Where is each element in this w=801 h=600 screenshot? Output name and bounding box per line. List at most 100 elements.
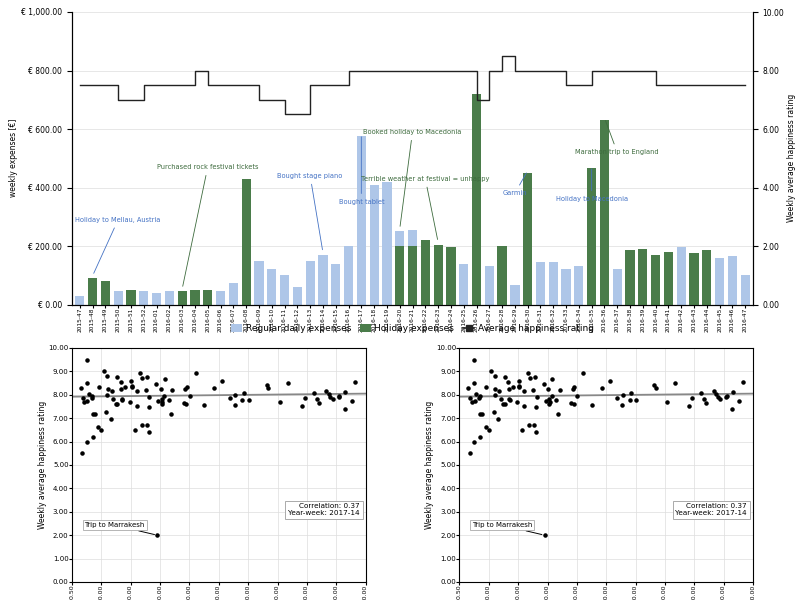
Point xyxy=(542,399,555,409)
Point xyxy=(87,432,99,442)
Point xyxy=(78,397,91,407)
Bar xyxy=(178,293,187,305)
Point xyxy=(552,410,565,419)
Text: Holiday to Macedonia: Holiday to Macedonia xyxy=(556,169,628,202)
Point xyxy=(76,448,89,458)
Point xyxy=(139,385,152,395)
Point xyxy=(462,383,475,393)
Point xyxy=(469,389,482,399)
Bar xyxy=(728,256,737,305)
Point xyxy=(165,410,178,419)
Text: Bought tablet: Bought tablet xyxy=(339,137,384,205)
Point xyxy=(119,382,132,392)
Point xyxy=(339,404,352,414)
Point xyxy=(720,392,733,402)
Bar xyxy=(356,136,366,305)
Point xyxy=(553,385,566,395)
Point xyxy=(299,393,312,403)
Point xyxy=(322,389,335,399)
Point xyxy=(567,400,580,409)
Point xyxy=(110,399,123,409)
Bar xyxy=(459,263,469,305)
Point xyxy=(141,373,154,382)
Point xyxy=(616,390,629,400)
Bar xyxy=(165,292,174,305)
Point xyxy=(686,393,698,403)
Point xyxy=(736,377,749,387)
Point xyxy=(339,387,352,397)
Point xyxy=(115,395,128,404)
Bar xyxy=(523,284,533,305)
Point xyxy=(107,394,119,404)
Point xyxy=(135,421,148,430)
Bar xyxy=(651,255,660,305)
Point xyxy=(498,399,511,409)
Bar xyxy=(638,249,647,305)
Point xyxy=(179,384,191,394)
Bar xyxy=(587,169,596,305)
Point xyxy=(111,372,123,382)
Point xyxy=(183,391,196,401)
Point xyxy=(236,395,249,404)
Point xyxy=(282,378,295,388)
Point xyxy=(698,394,710,404)
Bar xyxy=(702,255,711,305)
Bar xyxy=(510,286,520,305)
Point xyxy=(502,384,515,394)
Bar xyxy=(344,246,353,305)
Point xyxy=(111,399,123,409)
Point xyxy=(86,391,99,401)
Point xyxy=(529,402,542,412)
Bar xyxy=(191,292,199,305)
Point xyxy=(189,368,202,377)
Point xyxy=(89,409,102,419)
Text: Correlation: 0.37
Year-week: 2017-14: Correlation: 0.37 Year-week: 2017-14 xyxy=(288,503,360,517)
Point xyxy=(151,530,163,540)
Point xyxy=(143,392,155,402)
Point xyxy=(308,388,320,397)
Point xyxy=(510,397,523,407)
Bar xyxy=(88,290,97,305)
Bar xyxy=(472,94,481,305)
Point xyxy=(81,397,94,406)
Text: Purchased rock festival tickets: Purchased rock festival tickets xyxy=(157,164,259,286)
Point xyxy=(131,401,143,411)
Point xyxy=(473,391,486,401)
Point xyxy=(326,394,339,404)
Point xyxy=(143,427,155,437)
Bar xyxy=(75,296,84,305)
Point xyxy=(320,386,332,395)
Point xyxy=(541,385,554,394)
Point xyxy=(98,366,111,376)
Point xyxy=(260,380,273,390)
Bar xyxy=(472,266,481,305)
Point xyxy=(669,378,682,388)
Point xyxy=(611,394,624,403)
Bar xyxy=(433,245,443,305)
Point xyxy=(179,400,192,409)
Bar xyxy=(741,275,750,305)
Point xyxy=(623,395,636,404)
Point xyxy=(166,385,179,395)
Point xyxy=(95,425,108,434)
Point xyxy=(577,368,590,377)
Bar xyxy=(267,269,276,305)
Bar xyxy=(562,269,570,305)
Point xyxy=(485,366,497,376)
Point xyxy=(537,379,550,389)
Point xyxy=(521,368,534,378)
Point xyxy=(208,383,221,393)
Bar xyxy=(702,250,711,305)
Point xyxy=(488,391,501,400)
Point xyxy=(473,409,486,419)
Point xyxy=(630,395,642,405)
Point xyxy=(80,437,93,446)
Point xyxy=(488,407,501,417)
Point xyxy=(143,402,155,412)
Point xyxy=(733,397,746,406)
Point xyxy=(136,374,149,383)
Point xyxy=(81,355,94,364)
Point xyxy=(538,530,551,540)
Point xyxy=(625,388,638,398)
Point xyxy=(586,400,598,410)
